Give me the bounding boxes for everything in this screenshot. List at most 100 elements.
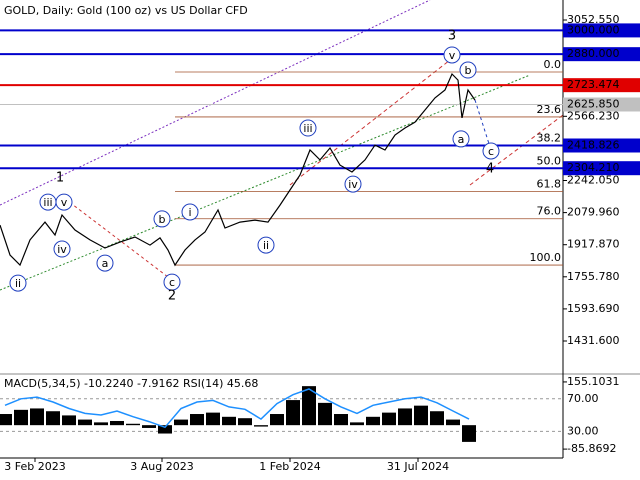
- y-tick-label: 155.1031: [567, 375, 620, 388]
- wave-circle: [53, 240, 71, 258]
- x-tick-label: 31 Jul 2024: [387, 460, 449, 473]
- macd-bar: [366, 416, 380, 426]
- macd-bar: [142, 425, 156, 428]
- y2-tick-label: 30.00: [567, 424, 599, 437]
- level-label: 3000.000: [567, 23, 620, 36]
- wave-label: iii: [43, 196, 52, 209]
- macd-bar: [446, 419, 460, 426]
- y-tick-label: 1593.690: [567, 302, 620, 315]
- x-tick-label: 3 Aug 2023: [130, 460, 193, 473]
- macd-bar: [318, 402, 332, 426]
- rsi-line: [4, 388, 470, 429]
- chart-title: GOLD, Daily: Gold (100 oz) vs US Dollar …: [4, 4, 248, 17]
- macd-bar: [30, 408, 44, 426]
- wave-label: c: [488, 145, 494, 158]
- wave-circle: [9, 274, 27, 292]
- macd-bar: [174, 419, 188, 426]
- macd-bar: [382, 412, 396, 426]
- fib-label: 50.0: [537, 155, 562, 168]
- wave-label: c: [169, 276, 175, 289]
- level-box: [563, 138, 640, 153]
- trend-line: [0, 74, 531, 291]
- level-box: [563, 78, 640, 93]
- macd-bar: [62, 415, 76, 426]
- macd-bar: [206, 412, 220, 426]
- macd-bar: [14, 409, 28, 426]
- wave-circle: [55, 193, 73, 211]
- macd-bar: [302, 386, 316, 426]
- macd-bar: [46, 411, 60, 426]
- level-label: 2723.474: [567, 78, 620, 91]
- degree-label: 3: [448, 28, 456, 43]
- macd-bar: [334, 414, 348, 426]
- macd-bar: [222, 416, 236, 426]
- y-tick-label: 2242.050: [567, 174, 620, 187]
- level-box: [563, 161, 640, 176]
- fib-label: 76.0: [537, 205, 562, 218]
- level-label: 2880.000: [567, 47, 620, 60]
- wave-circle: [257, 236, 275, 254]
- level-box: [563, 47, 640, 62]
- wave-circle: [452, 130, 470, 148]
- x-tick-label: 3 Feb 2023: [4, 460, 65, 473]
- wave-circle: [482, 142, 500, 160]
- wave-label: a: [102, 257, 109, 270]
- wave-label: v: [449, 49, 456, 62]
- y-tick-label: 2079.960: [567, 206, 620, 219]
- y-tick-label: 3052.550: [567, 13, 620, 26]
- macd-bar: [430, 411, 444, 426]
- macd-bar: [254, 425, 268, 427]
- wave-circle: [443, 46, 461, 64]
- level-label: 2625.850: [567, 97, 620, 110]
- channel-line: [289, 59, 451, 186]
- price-line: [0, 72, 476, 267]
- trend-line: [0, 0, 431, 206]
- macd-bar: [238, 418, 252, 426]
- wave-label: b: [465, 64, 472, 77]
- macd-bar: [462, 425, 476, 442]
- macd-bar: [0, 414, 12, 426]
- macd-bar: [270, 414, 284, 426]
- wave-circle: [96, 254, 114, 272]
- wave-label: a: [458, 133, 465, 146]
- macd-bar: [158, 425, 172, 434]
- macd-bar: [350, 422, 364, 426]
- degree-label: 4: [486, 162, 494, 177]
- wave-label: iv: [348, 178, 358, 191]
- macd-bar: [414, 405, 428, 426]
- wave-label: i: [188, 206, 191, 219]
- wave-label: iv: [57, 243, 67, 256]
- wave-circle: [344, 175, 362, 193]
- wave-circle: [163, 273, 181, 291]
- y2-tick-label: 70.00: [567, 392, 599, 405]
- fib-label: 23.6: [537, 103, 562, 116]
- y-tick-label: 2566.230: [567, 109, 620, 122]
- macd-bar: [110, 420, 124, 426]
- wave-circle: [299, 119, 317, 137]
- degree-label: 2: [168, 288, 176, 303]
- fib-label: 100.0: [530, 251, 562, 264]
- wave-label: ii: [15, 277, 21, 290]
- macd-bar: [398, 408, 412, 426]
- level-box: [563, 23, 640, 38]
- y-tick-label: 1431.600: [567, 334, 620, 347]
- degree-label: 1: [56, 170, 64, 185]
- wave-label: ii: [263, 239, 269, 252]
- macd-bar: [286, 400, 300, 426]
- indicator-label: MACD(5,34,5) -10.2240 -7.9162 RSI(14) 45…: [4, 377, 258, 390]
- wave-label: iii: [303, 122, 312, 135]
- wave-label: b: [159, 213, 166, 226]
- y-tick-label: 1755.780: [567, 270, 620, 283]
- macd-bar: [94, 422, 108, 426]
- channel-line: [469, 114, 564, 186]
- wave-label: v: [61, 196, 68, 209]
- y-tick-label: 1917.870: [567, 238, 620, 251]
- fib-label: 61.8: [537, 177, 562, 190]
- fib-label: 0.0: [544, 58, 562, 71]
- wave-circle: [153, 210, 171, 228]
- macd-bar: [190, 414, 204, 426]
- y-tick-label: -85.8692: [567, 442, 616, 455]
- level-label: 2418.826: [567, 138, 620, 151]
- x-tick-label: 1 Feb 2024: [259, 460, 320, 473]
